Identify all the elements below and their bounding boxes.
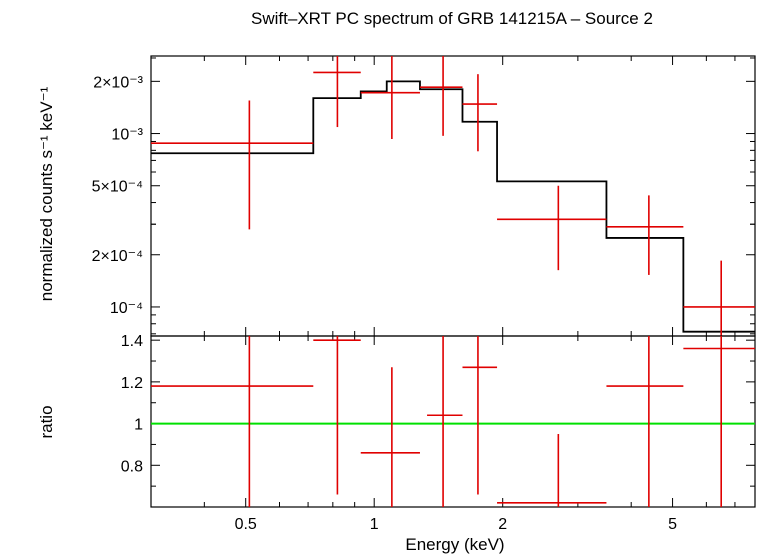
ratio-y-tick-label: 1.4 xyxy=(121,333,143,350)
spectrum-panel: 10⁻⁴ 2×10⁻⁴ 5×10⁻⁴ 10⁻³ 2×10⁻³ xyxy=(92,55,756,337)
ratio-y-tick-label: 1.2 xyxy=(121,375,143,392)
chart-title: Swift–XRT PC spectrum of GRB 141215A – S… xyxy=(251,9,653,28)
spectrum-y-tick-label: 2×10⁻⁴ xyxy=(92,248,143,265)
top-y-axis-label: normalized counts s⁻¹ keV⁻¹ xyxy=(37,86,56,301)
spectrum-frame xyxy=(150,55,756,337)
x-tick-label: 0.5 xyxy=(235,516,257,533)
ratio-panel: 0.5 1 2 5 0.8 1 1.2 1.4 xyxy=(121,333,756,533)
ratio-y-axis-label: ratio xyxy=(37,405,56,438)
ratio-y-tick-label: 1 xyxy=(134,417,143,434)
model-step-line xyxy=(151,80,755,333)
spectrum-y-tick-label: 2×10⁻³ xyxy=(93,74,143,91)
spectrum-y-tick-label: 10⁻³ xyxy=(111,127,143,144)
x-tick-label: 2 xyxy=(498,516,507,533)
spectrum-y-tick-label: 5×10⁻⁴ xyxy=(92,179,143,196)
ratio-y-tick-label: 0.8 xyxy=(121,458,143,475)
x-axis-label: Energy (keV) xyxy=(405,535,504,554)
spectrum-y-tick-label: 10⁻⁴ xyxy=(110,300,143,317)
x-tick-label: 5 xyxy=(668,516,677,533)
x-tick-label: 1 xyxy=(370,516,379,533)
ratio-frame xyxy=(150,335,756,508)
